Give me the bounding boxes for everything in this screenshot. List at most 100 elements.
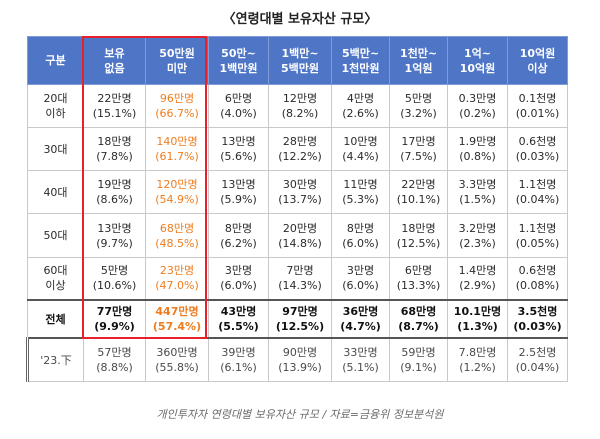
cell-percent: (0.05%): [515, 236, 560, 250]
cell-count: 33만명: [343, 346, 378, 360]
table-cell: 2.5천명 (0.04%): [507, 337, 568, 383]
table-cell: 0.1천명 (0.01%): [507, 83, 568, 129]
table-cell: 0.6천명 (0.03%): [507, 127, 568, 172]
table-cell: 97만명 (12.5%): [268, 299, 332, 340]
table-cell: 140만명 (61.7%): [145, 127, 209, 172]
table-cell: 28만명 (12.2%): [268, 127, 332, 172]
cell-count: 68만명: [159, 221, 195, 235]
cell-count: 97만명: [282, 305, 318, 319]
table-cell: 6만명 (13.3%): [389, 256, 448, 301]
cell-percent: (0.04%): [515, 361, 560, 375]
table-cell: 12만명 (8.2%): [268, 83, 332, 129]
cell-percent: (7.5%): [400, 150, 437, 164]
cell-count: 360만명: [156, 346, 198, 360]
cell-percent: (0.08%): [515, 279, 560, 293]
table-cell: 43만명 (5.5%): [208, 299, 269, 340]
cell-count: 13만명: [97, 221, 132, 235]
table-cell: 18만명 (12.5%): [389, 213, 448, 258]
cell-percent: (0.03%): [515, 150, 560, 164]
table-cell: 17만명 (7.5%): [389, 127, 448, 172]
cell-count: 1.1천명: [518, 221, 557, 235]
header-over-1e9: 10억원 이상: [507, 36, 568, 85]
table-cell: 3.2만명 (2.3%): [447, 213, 508, 258]
cell-count: 77만명: [96, 305, 133, 319]
table-row: 50대 13만명 (9.7%) 68만명 (48.5%) 8만명 (6.2%) 20만명 (14…: [27, 213, 568, 258]
cell-percent: (54.9%): [155, 193, 199, 207]
header-1000-1e8: 1천만~ 1억원: [389, 36, 448, 85]
cell-percent: (6.0%): [342, 236, 379, 250]
cell-percent: (5.6%): [220, 150, 257, 164]
table-cell: 8만명 (6.0%): [331, 213, 390, 258]
table-cell: 360만명 (55.8%): [145, 337, 209, 383]
cell-count: 0.6천명: [518, 264, 557, 278]
table-cell: 22만명 (10.1%): [389, 170, 448, 215]
cell-count: 19만명: [97, 178, 132, 192]
total-row: 전체 77만명 (9.9%) 447만명 (57.4%) 43만명 (5.5%) 97만명 (1…: [27, 299, 568, 340]
cell-count: 0.1천명: [518, 92, 557, 106]
cell-count: 5만명: [100, 264, 129, 278]
cell-count: 18만명: [401, 221, 436, 235]
cell-percent: (6.2%): [220, 236, 257, 250]
cell-count: 22만명: [97, 92, 132, 106]
cell-count: 90만명: [282, 346, 318, 360]
cell-percent: (6.0%): [220, 279, 257, 293]
table-cell: 3만명 (6.0%): [208, 256, 269, 301]
cell-count: 68만명: [400, 305, 437, 319]
header-100-500: 1백만~ 5백만원: [268, 36, 332, 85]
cell-count: 17만명: [401, 135, 436, 149]
cell-count: 59만명: [401, 346, 436, 360]
cell-percent: (5.3%): [342, 193, 379, 207]
cell-count: 11만명: [343, 178, 378, 192]
table-cell: 23만명 (47.0%): [145, 256, 209, 301]
cell-percent: (61.7%): [155, 150, 199, 164]
cell-count: 0.3만명: [458, 92, 497, 106]
cell-count: 96만명: [159, 92, 195, 106]
cell-count: 5만명: [404, 92, 433, 106]
cell-percent: (0.2%): [459, 107, 496, 121]
cell-percent: (13.3%): [396, 279, 441, 293]
asset-size-table: 구분 보유 없음 50만원 미만 50만~ 1백만원 1백만~ 5백만원 5백만~ 1천만…: [26, 36, 568, 383]
table-cell: 4만명 (2.6%): [331, 83, 390, 129]
cell-count: 30만명: [282, 178, 318, 192]
table-cell: 13만명 (5.6%): [208, 127, 269, 172]
cell-percent: (9.1%): [400, 361, 437, 375]
cell-percent: (47.0%): [155, 279, 199, 293]
header-500-1000: 5백만~ 1천만원: [331, 36, 390, 85]
cell-count: 2.5천명: [518, 346, 557, 360]
cell-count: 140만명: [156, 135, 198, 149]
header-none: 보유 없음: [83, 36, 146, 85]
cell-percent: (14.8%): [278, 236, 322, 250]
previous-period-row: '23.下 57만명 (8.8%) 360만명 (55.8%) 39만명 (6.1%) 90만…: [26, 337, 568, 383]
cell-percent: (0.01%): [515, 107, 560, 121]
cell-count: 120만명: [156, 178, 198, 192]
cell-percent: (10.1%): [396, 193, 441, 207]
row-label: 20대 이하: [27, 83, 84, 129]
table-cell: 3.3만명 (1.5%): [447, 170, 508, 215]
cell-count: 0.6천명: [518, 135, 557, 149]
table-row: 60대 이상 5만명 (10.6%) 23만명 (47.0%) 3만명 (6.0%) 7만명 (1…: [27, 256, 568, 301]
cell-count: 57만명: [97, 346, 132, 360]
header-50-100: 50만~ 1백만원: [208, 36, 269, 85]
table-cell: 33만명 (5.1%): [331, 337, 390, 383]
cell-percent: (2.9%): [459, 279, 496, 293]
cell-count: 20만명: [282, 221, 318, 235]
cell-count: 13만명: [221, 135, 256, 149]
table-title: 〈연령대별 보유자산 규모〉: [222, 12, 378, 27]
cell-percent: (12.5%): [396, 236, 441, 250]
cell-percent: (4.7%): [340, 320, 381, 334]
table-cell: 5만명 (10.6%): [83, 256, 146, 301]
cell-count: 3만명: [224, 264, 253, 278]
cell-percent: (8.2%): [281, 107, 319, 121]
cell-count: 3만명: [346, 264, 375, 278]
table-cell: 68만명 (8.7%): [389, 299, 448, 340]
cell-count: 22만명: [401, 178, 436, 192]
cell-count: 1.9만명: [458, 135, 497, 149]
cell-percent: (9.9%): [94, 320, 135, 334]
table-cell: 5만명 (3.2%): [389, 83, 448, 129]
cell-percent: (10.6%): [92, 279, 137, 293]
row-label: '23.下: [26, 337, 84, 383]
table-cell: 30만명 (13.7%): [268, 170, 332, 215]
cell-percent: (13.7%): [278, 193, 322, 207]
header-row: 구분 보유 없음 50만원 미만 50만~ 1백만원 1백만~ 5백만원 5백만~ 1천만…: [27, 36, 568, 85]
cell-percent: (0.04%): [515, 193, 560, 207]
